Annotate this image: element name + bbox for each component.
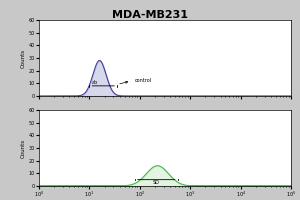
Text: control: control	[135, 78, 152, 83]
Y-axis label: Counts: Counts	[21, 138, 26, 158]
Text: ab: ab	[92, 80, 98, 85]
Text: SD: SD	[153, 180, 160, 185]
Y-axis label: Counts: Counts	[21, 48, 26, 68]
Text: MDA-MB231: MDA-MB231	[112, 10, 188, 20]
